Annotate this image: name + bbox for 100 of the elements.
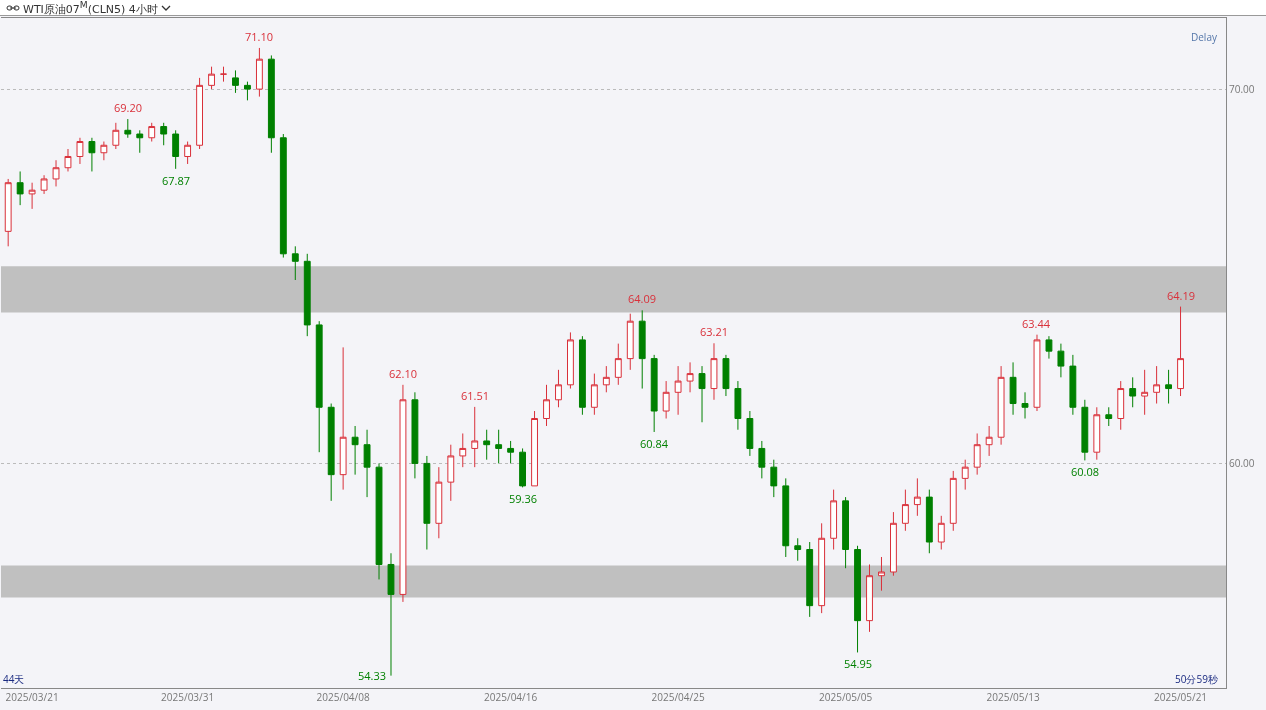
candlestick xyxy=(818,522,826,614)
annotation: 61.51 xyxy=(461,388,490,403)
candlestick xyxy=(698,365,706,423)
candlestick xyxy=(638,309,646,390)
candlestick xyxy=(662,380,670,419)
candlestick xyxy=(387,552,395,677)
candlestick xyxy=(949,470,957,532)
annotation: 67.87 xyxy=(162,173,191,188)
candlestick xyxy=(722,354,730,397)
candlestick xyxy=(878,556,885,592)
candlestick xyxy=(339,346,347,491)
candlestick xyxy=(1141,369,1149,416)
candlestick xyxy=(890,511,897,577)
candlestick xyxy=(1081,399,1089,461)
annotation: 54.95 xyxy=(844,656,873,671)
candlestick xyxy=(112,122,120,150)
candlestick xyxy=(1069,354,1077,416)
candlestick xyxy=(1129,376,1137,408)
candlestick xyxy=(937,515,945,551)
x-tick-label: 2025/05/13 xyxy=(986,690,1040,704)
candlestick xyxy=(746,410,754,457)
candlestick xyxy=(1105,406,1113,427)
x-tick-label: 2025/05/21 xyxy=(1154,690,1208,704)
candlestick xyxy=(674,365,682,416)
candlestick xyxy=(483,429,491,461)
annotation: 50分59秒 xyxy=(1175,672,1218,686)
candlestick xyxy=(913,477,921,517)
candlestick xyxy=(854,545,861,653)
candlestick xyxy=(626,313,634,371)
candlestick xyxy=(1009,361,1017,416)
y-tick-label: 70.00 xyxy=(1229,81,1255,96)
candlestick xyxy=(363,429,371,498)
candlestick xyxy=(447,444,455,502)
candlestick xyxy=(136,129,144,154)
annotation: 64.09 xyxy=(628,291,657,306)
candlestick xyxy=(88,137,96,172)
candlestick xyxy=(650,354,658,433)
x-tick-label: 2025/03/21 xyxy=(5,690,59,704)
x-tick-label: 2025/05/05 xyxy=(819,690,873,704)
candlestick xyxy=(734,380,742,431)
candlestick xyxy=(100,141,108,161)
candlestick xyxy=(531,410,538,487)
candlestick xyxy=(172,129,180,170)
candlestick xyxy=(411,391,419,479)
candlestick xyxy=(160,122,168,146)
candlestick xyxy=(925,489,933,554)
candlestick xyxy=(830,489,838,551)
candlestick xyxy=(1057,343,1065,378)
candlestick xyxy=(758,440,766,479)
annotation: 63.21 xyxy=(700,324,729,339)
candlestick xyxy=(148,122,156,143)
candlestick xyxy=(1021,391,1029,419)
candlestick xyxy=(196,77,204,150)
candlestick xyxy=(64,148,72,172)
candlestick xyxy=(614,343,622,386)
candlestick xyxy=(184,141,192,165)
x-tick-label: 2025/03/31 xyxy=(161,690,215,704)
candlestick xyxy=(806,541,814,618)
candlestick xyxy=(602,365,610,393)
candlestick xyxy=(961,459,969,491)
candlestick xyxy=(351,425,359,476)
candlestick xyxy=(567,331,574,390)
candlestick xyxy=(507,440,515,464)
candlestick xyxy=(303,253,311,337)
candlestick xyxy=(495,429,503,464)
candlestick xyxy=(1153,365,1161,405)
annotation: 59.36 xyxy=(509,491,538,506)
candlestick xyxy=(399,384,407,603)
annotation: 60.84 xyxy=(640,436,669,451)
candlestick xyxy=(997,365,1005,446)
annotation: 44天 xyxy=(3,672,25,686)
candlestick xyxy=(770,459,778,498)
candlestick xyxy=(901,489,909,532)
candlestick xyxy=(124,118,132,139)
y-tick-label: 60.00 xyxy=(1229,455,1255,470)
candlestick xyxy=(1033,334,1041,412)
candlestick xyxy=(16,170,24,206)
annotation: 63.44 xyxy=(1022,316,1051,331)
candlestick xyxy=(244,81,251,101)
candlestick xyxy=(782,477,790,558)
candlestick xyxy=(1117,380,1125,431)
candlestick xyxy=(1045,335,1053,360)
candlestick xyxy=(1093,406,1101,461)
candlestick xyxy=(710,342,718,401)
candlestick xyxy=(4,178,12,247)
x-tick-label: 2025/04/16 xyxy=(484,690,538,704)
candlestick xyxy=(578,335,586,416)
candlestick xyxy=(459,432,467,468)
candlestick xyxy=(471,406,479,468)
candlestick xyxy=(208,66,215,90)
candlestick xyxy=(232,69,239,94)
candlestick xyxy=(555,369,562,408)
annotation: 64.19 xyxy=(1167,288,1196,303)
candlestick xyxy=(842,496,850,569)
candlestick xyxy=(375,462,383,580)
annotation: 54.33 xyxy=(358,668,387,683)
x-tick-label: 2025/04/25 xyxy=(651,690,705,704)
candlestick xyxy=(28,182,36,210)
candlestick xyxy=(973,432,981,476)
candlestick xyxy=(255,47,263,98)
